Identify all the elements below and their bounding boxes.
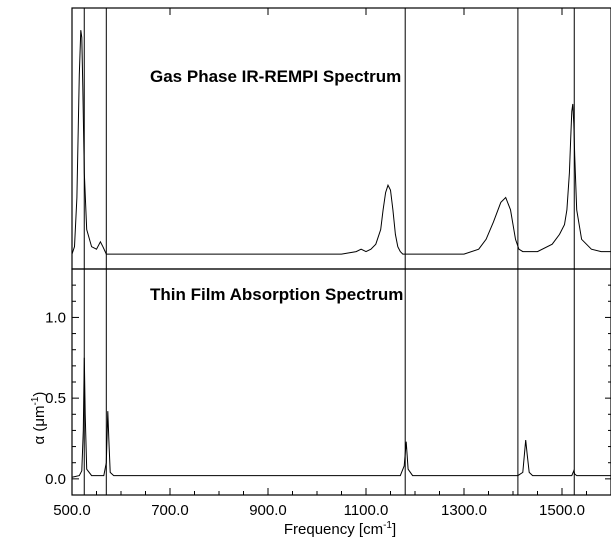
y-axis-title-close: ) [31,392,48,397]
x-tick-label: 1500.0 [539,502,585,519]
thin-film-panel: 0.00.51.0 Thin Film Absorption Spectrum … [30,268,611,496]
film-y-axis-ticks: 0.0 0.5 1.0 [45,268,611,488]
x-tick-label: 1100.0 [344,502,389,519]
x-axis-title-main: Frequency [cm [284,521,383,538]
gas-panel-frame [71,7,611,270]
film-panel-title: Thin Film Absorption Spectrum [150,285,403,304]
thin-film-spectrum-line [71,357,611,478]
x-tick-label: 500.0 [53,502,91,519]
gas-vertical-markers [83,8,575,269]
x-axis-title: Frequency [cm-1] [284,520,396,538]
x-tick-label: 700.0 [151,502,189,519]
x-tick-label: 1300.0 [441,502,487,519]
gas-panel-title: Gas Phase IR-REMPI Spectrum [150,67,401,86]
x-axis-title-close: ] [392,521,396,538]
gas-phase-spectrum-line [71,30,611,255]
y-tick-label: 0.5 [45,390,66,407]
gas-phase-panel: Gas Phase IR-REMPI Spectrum [71,7,611,270]
y-axis-title: α (μm-1) [30,392,48,445]
y-axis-title-exponent: -1 [30,396,41,405]
x-tick-label: 900.0 [249,502,287,519]
x-axis: 500.0 700.0 900.0 1100.0 1300.0 1500.0 [53,8,587,519]
y-tick-label: 1.0 [45,309,66,326]
y-axis-title-main: α (μm [31,405,48,444]
x-axis-title-exponent: -1 [383,520,392,531]
y-tick-label: 0.0 [45,471,66,488]
